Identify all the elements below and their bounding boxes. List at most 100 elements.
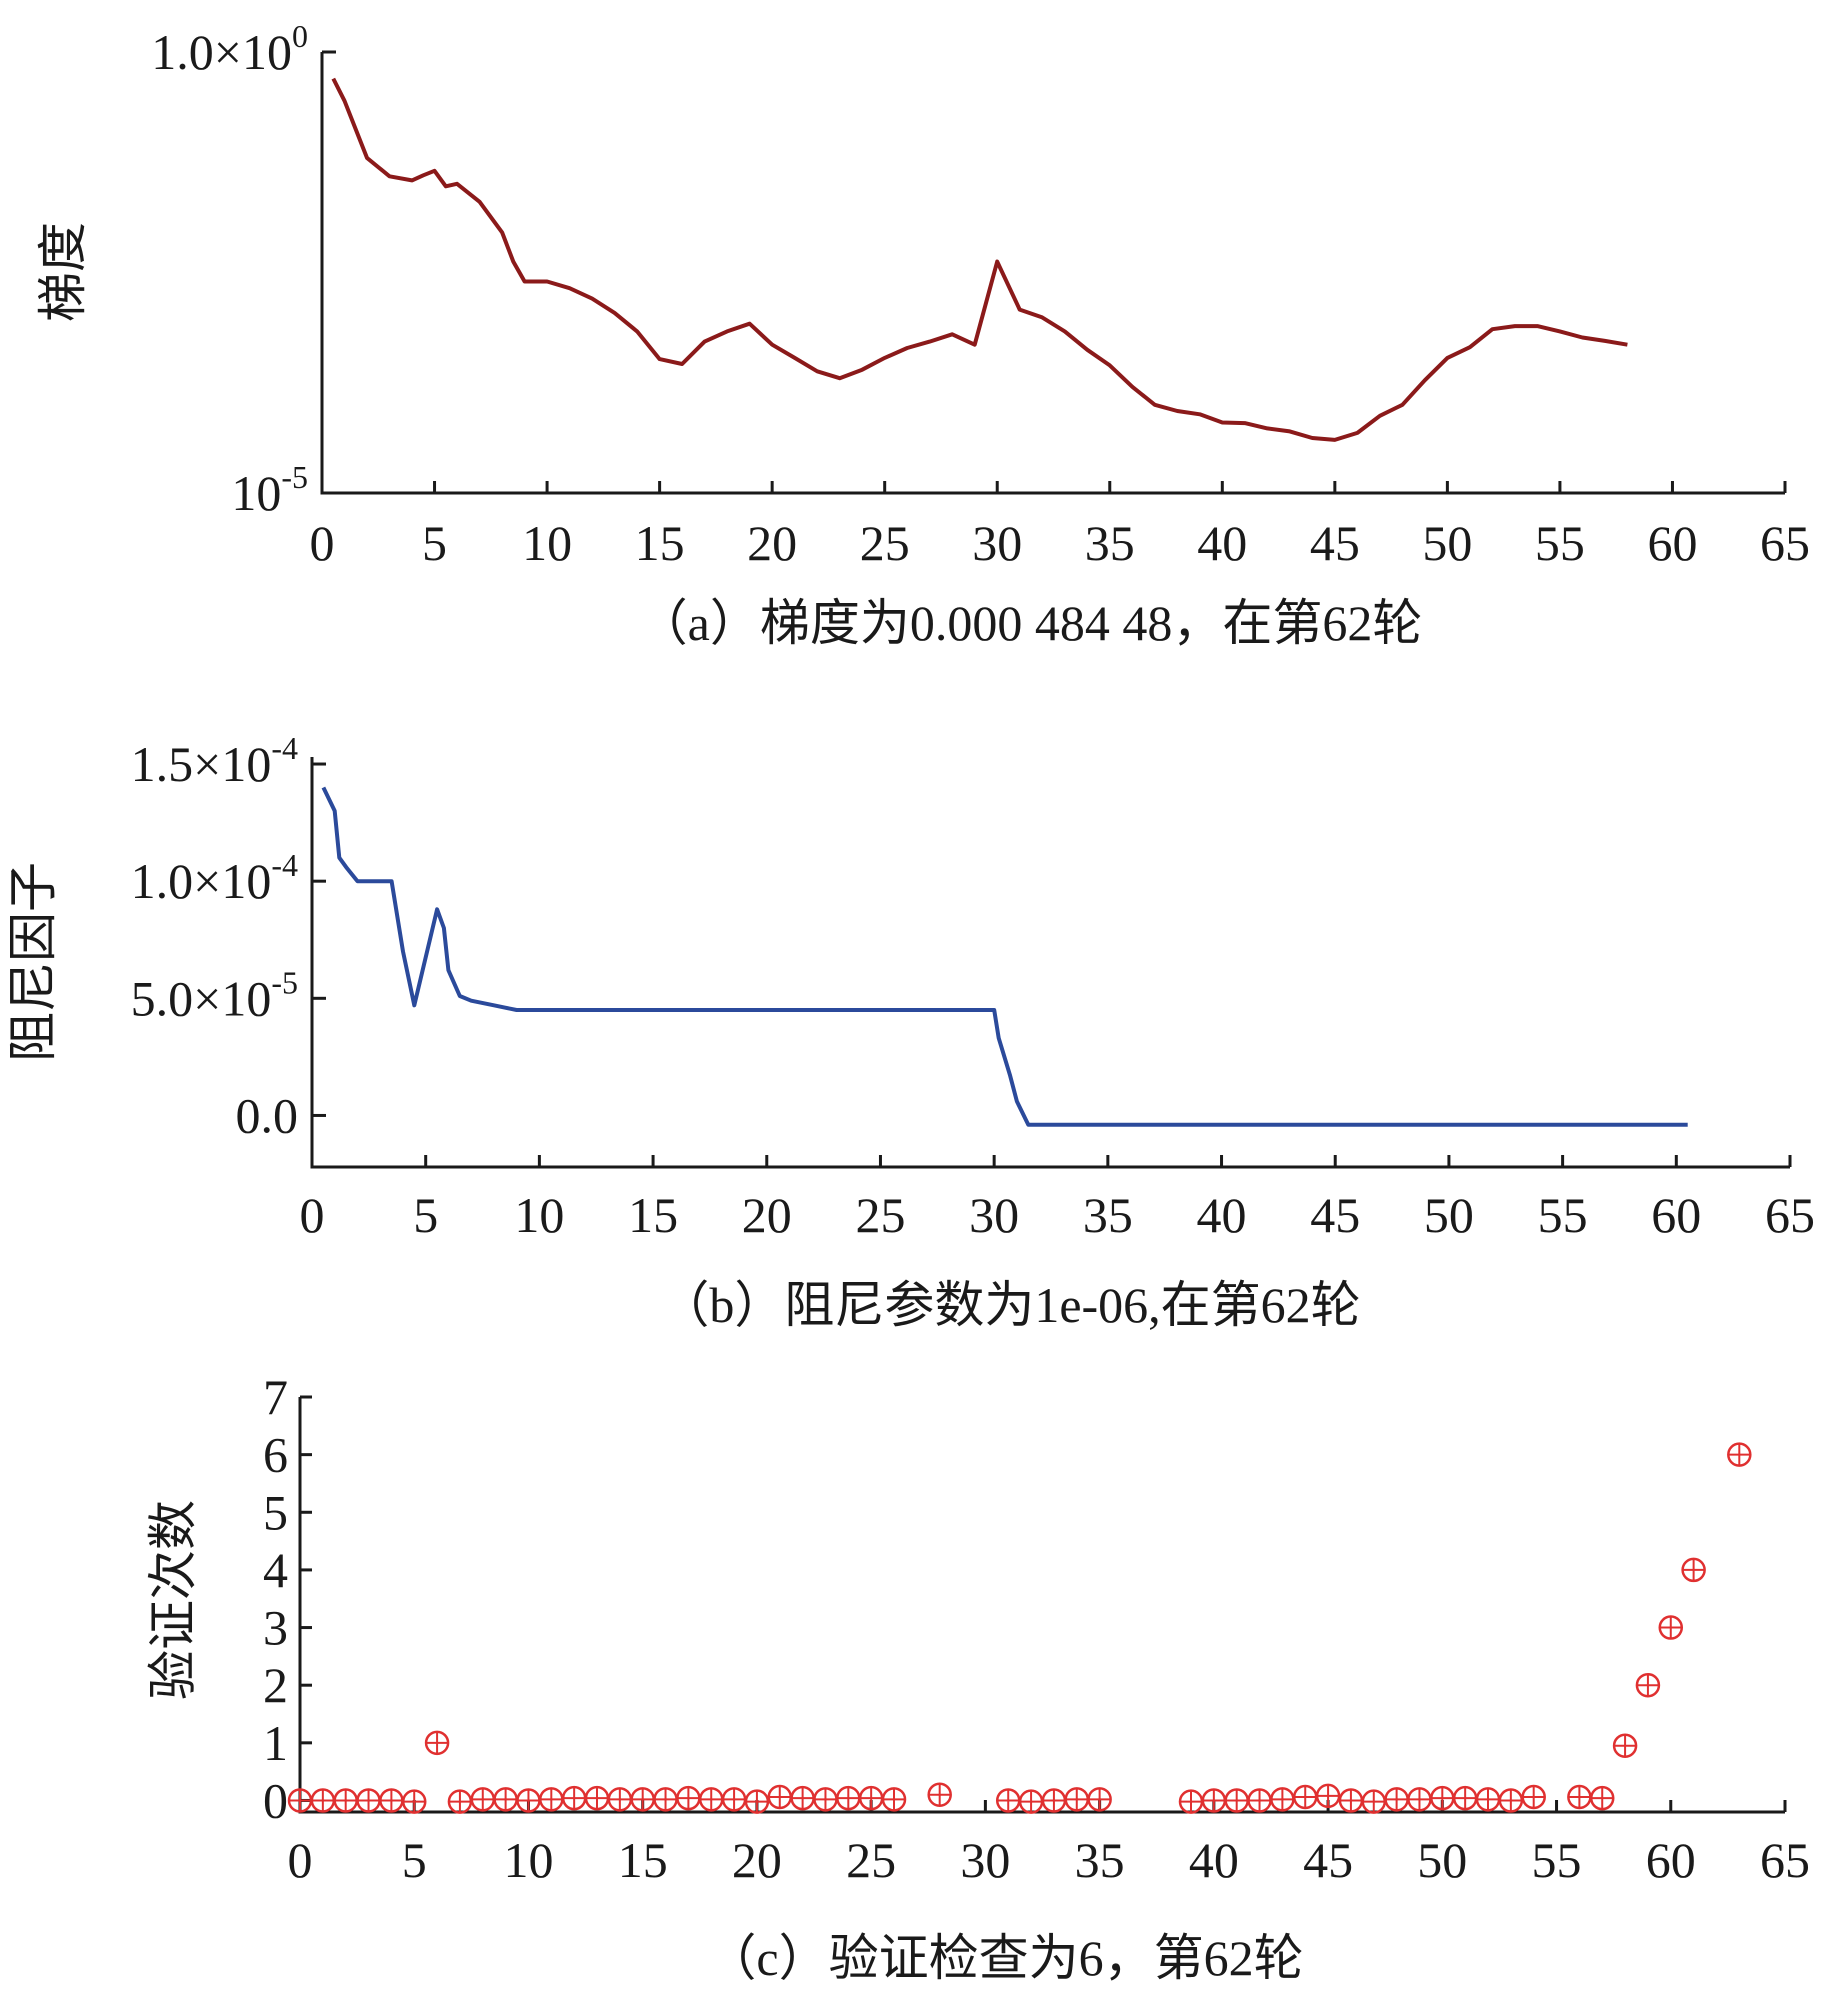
panel-c-y-tick-label: 4 — [263, 1542, 288, 1598]
panel-a-x-tick-label: 45 — [1310, 515, 1360, 571]
panel-c-y-tick-label: 3 — [263, 1600, 288, 1656]
validation-point — [630, 1787, 655, 1812]
panel-c-x-tick-label: 40 — [1189, 1832, 1239, 1888]
panel-b-x-tick-label: 15 — [628, 1187, 678, 1243]
validation-point — [356, 1788, 381, 1813]
panel-c-x-tick-label: 10 — [503, 1832, 553, 1888]
panel-a-y-tick-label: 1.0×100 — [151, 18, 308, 80]
panel-b-y-axis-label: 阻尼因子 — [5, 862, 61, 1062]
panel-a-y-axis-label: 梯度 — [35, 222, 91, 322]
validation-point — [1635, 1672, 1661, 1698]
validation-point — [310, 1788, 336, 1813]
panel-c-caption: （c）验证检查为6，第62轮 — [706, 1930, 1303, 1986]
panel-c-axes — [298, 1397, 1785, 1814]
panel-b-y-tick-label: 1.0×10-4 — [131, 847, 298, 909]
validation-point — [1041, 1788, 1067, 1813]
validation-point — [287, 1788, 313, 1813]
panel-c-x-tick-label: 45 — [1303, 1832, 1353, 1888]
panel-c-x-tick-label: 35 — [1075, 1832, 1125, 1888]
validation-point — [1018, 1789, 1044, 1814]
panel-c-y-tick-label: 0 — [263, 1772, 288, 1828]
validation-point — [401, 1789, 427, 1814]
panel-b-x-tick-label: 35 — [1083, 1187, 1133, 1243]
validation-point — [995, 1788, 1021, 1813]
validation-point — [1521, 1784, 1546, 1810]
panel-a-x-tick-label: 60 — [1647, 515, 1697, 571]
validation-point — [1338, 1788, 1364, 1813]
panel-b-x-tick-label: 60 — [1651, 1187, 1701, 1243]
validation-point — [927, 1782, 952, 1807]
panel-a-x-tick-label: 10 — [522, 515, 572, 571]
panel-a-x-tick-label: 30 — [972, 515, 1022, 571]
panel-c-x-tick-label: 30 — [960, 1832, 1010, 1888]
validation-point — [1224, 1788, 1249, 1813]
validation-point — [333, 1788, 358, 1813]
panel-c-x-tick-label: 25 — [846, 1832, 896, 1888]
validation-point — [1361, 1789, 1387, 1814]
validation-point — [1178, 1789, 1204, 1814]
validation-point — [1681, 1557, 1706, 1583]
panel-b-y-tick-label: 5.0×10-5 — [131, 964, 298, 1026]
validation-point — [1612, 1733, 1638, 1758]
panel-a-x-tick-label: 55 — [1535, 515, 1585, 571]
validation-point — [1247, 1788, 1272, 1813]
validation-point — [1498, 1788, 1524, 1813]
panel-c-x-tick-label: 15 — [618, 1832, 668, 1888]
validation-point — [607, 1787, 633, 1812]
panel-b-damping: 1.5×10-4 1.0×10-4 5.0×10-5 0.0 0 5 10 15 20 25 30… — [5, 730, 1815, 1333]
panel-c-x-tick-label: 65 — [1760, 1832, 1810, 1888]
panel-c-y-tick-label: 1 — [263, 1715, 288, 1771]
panel-c-y-tick-label: 6 — [263, 1427, 288, 1483]
validation-point — [584, 1785, 610, 1811]
validation-point — [447, 1789, 473, 1814]
panel-c-x-tick-label: 55 — [1532, 1832, 1582, 1888]
panel-b-x-tick-label: 40 — [1197, 1187, 1247, 1243]
validation-point — [881, 1787, 907, 1812]
validation-point — [1567, 1784, 1592, 1810]
validation-point — [1201, 1788, 1227, 1813]
validation-point — [767, 1784, 793, 1810]
panel-c-y-tick-label: 5 — [263, 1484, 288, 1540]
panel-c-y-tick-label: 7 — [263, 1369, 288, 1425]
panel-b-x-tick-label: 55 — [1538, 1187, 1588, 1243]
validation-point — [1315, 1783, 1341, 1809]
panel-c-y-tick-label: 2 — [263, 1657, 288, 1713]
panel-c-x-tick-label: 20 — [732, 1832, 782, 1888]
validation-point — [676, 1785, 701, 1811]
damping-series-line — [321, 786, 1688, 1127]
panel-b-x-tick-label: 50 — [1424, 1187, 1474, 1243]
validation-point — [813, 1787, 838, 1812]
validation-point — [744, 1789, 770, 1814]
panel-c-x-tick-label: 0 — [288, 1832, 313, 1888]
panel-c-x-tick-label: 50 — [1417, 1832, 1467, 1888]
panel-a-axes — [320, 52, 1785, 495]
validation-point — [1064, 1787, 1090, 1812]
validation-point — [858, 1785, 884, 1811]
validation-point — [379, 1788, 404, 1813]
gradient-series-line — [331, 77, 1628, 442]
validation-point — [424, 1730, 450, 1756]
validation-point — [493, 1787, 518, 1812]
validation-point — [790, 1785, 815, 1811]
validation-point — [1087, 1787, 1112, 1812]
panel-a-gradient: 1.0×100 10-5 0 5 10 15 20 25 30 35 40 45 50 55 60 65 梯… — [35, 18, 1810, 651]
validation-point — [539, 1787, 564, 1812]
panel-a-caption: （a）梯度为0.000 484 48，在第62轮 — [638, 595, 1423, 651]
validation-point — [1589, 1785, 1615, 1811]
panel-c-x-tick-label: 5 — [402, 1832, 427, 1888]
panel-c-y-axis-label: 验证次数 — [145, 1500, 201, 1700]
panel-b-x-tick-label: 0 — [300, 1187, 325, 1243]
panel-a-x-tick-label: 25 — [860, 515, 910, 571]
validation-point — [561, 1785, 587, 1811]
panel-b-y-tick-label: 1.5×10-4 — [131, 730, 298, 792]
panel-a-x-tick-label: 35 — [1085, 515, 1135, 571]
panel-b-x-tick-label: 65 — [1765, 1187, 1815, 1243]
panel-b-x-tick-label: 45 — [1310, 1187, 1360, 1243]
panel-a-x-tick-label: 0 — [310, 515, 335, 571]
panel-b-x-tick-label: 30 — [969, 1187, 1019, 1243]
validation-point — [1407, 1787, 1432, 1812]
validation-point — [1270, 1787, 1295, 1812]
validation-point — [721, 1787, 747, 1812]
validation-point — [836, 1785, 861, 1811]
